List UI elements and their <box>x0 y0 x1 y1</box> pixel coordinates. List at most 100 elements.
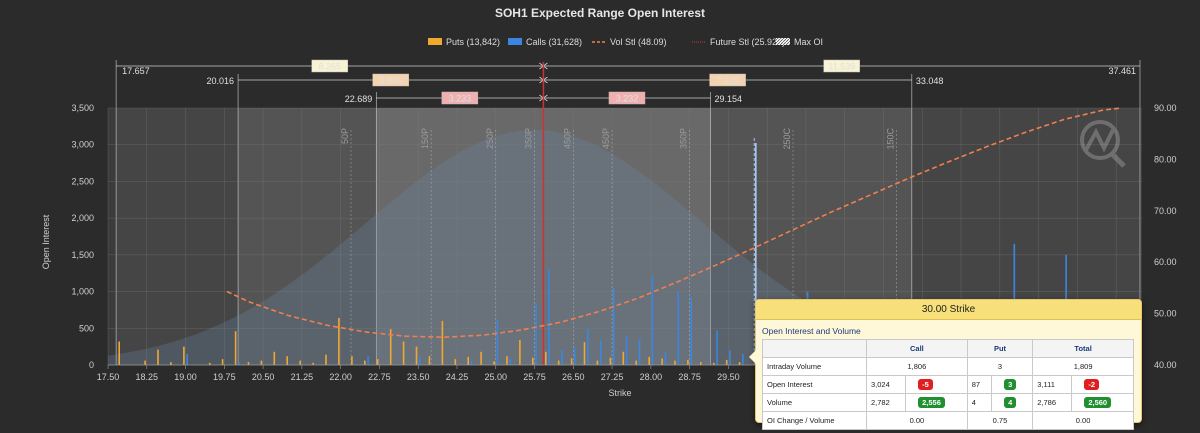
x-tick-label: 19.75 <box>213 372 236 382</box>
tooltip-header-put: Put <box>966 339 1034 358</box>
tooltip-cell-call: 3,024 <box>865 375 907 394</box>
strike-marker-label: 450P <box>562 128 572 149</box>
tooltip-cell-call: 1,806 <box>866 357 968 376</box>
strike-marker-label: 150P <box>420 128 430 149</box>
y2-tick-label: 80.00 <box>1154 154 1177 164</box>
put-bar <box>325 354 327 365</box>
tooltip-title: 30.00 Strike <box>756 300 1141 320</box>
put-bar <box>286 356 288 365</box>
call-bar <box>496 319 499 365</box>
y-tick-label: 1,500 <box>71 250 94 260</box>
call-bar <box>742 354 744 365</box>
x-tick-label: 25.75 <box>523 372 546 382</box>
put-bar <box>299 360 301 365</box>
strike-marker-label: 250P <box>485 128 495 149</box>
tooltip-row: Intraday Volume 1,806 3 1,809 <box>762 357 1134 376</box>
put-bar <box>635 360 637 365</box>
call-bar <box>535 303 537 365</box>
call-bar <box>716 330 718 365</box>
range-width-box <box>311 59 349 73</box>
legend-label: Puts (13,842) <box>446 37 500 47</box>
put-bar <box>221 359 224 365</box>
change-badge: 3 <box>1004 379 1017 390</box>
y2-tick-label: 50.00 <box>1154 309 1177 319</box>
put-bar <box>441 320 444 365</box>
range-left-width: 8.265 <box>319 62 342 72</box>
y-tick-label: 2,500 <box>71 176 94 186</box>
legend-swatch-0 <box>428 38 442 45</box>
call-bar <box>238 362 240 365</box>
tooltip-change-cell: 4 <box>991 393 1034 412</box>
call-bar <box>690 296 692 365</box>
range-high-label: 37.461 <box>1108 66 1136 76</box>
put-bar <box>402 341 405 365</box>
put-bar <box>351 356 353 365</box>
put-bar <box>273 351 276 365</box>
range-right-width: 7.126 <box>716 76 739 86</box>
chart-legend[interactable]: Puts (13,842) Calls (31,628) Vol Stl (48.0… <box>428 37 823 47</box>
tooltip-header-call: Call <box>866 339 968 358</box>
put-bar <box>312 362 314 365</box>
tooltip-change-cell: 3 <box>991 375 1034 394</box>
put-bar <box>234 331 237 365</box>
range-width-box <box>372 73 409 87</box>
tooltip-cell-put: 0.75 <box>966 411 1034 430</box>
call-bar <box>574 347 576 365</box>
put-bar <box>364 360 366 365</box>
vol-settle-curve <box>226 107 1122 339</box>
x-tick-label: 28.00 <box>640 372 663 382</box>
range-high-label: 29.154 <box>715 94 743 104</box>
y-tick-label: 2,000 <box>71 213 94 223</box>
settle-lines <box>226 62 1122 365</box>
x-tick-label: 27.25 <box>601 372 624 382</box>
put-bar <box>506 356 508 365</box>
put-bar <box>247 362 250 365</box>
put-bar <box>596 360 599 365</box>
chart-title: SOH1 Expected Range Open Interest <box>495 6 705 20</box>
call-bar <box>599 340 602 365</box>
tooltip-cell-put: 87 <box>966 375 993 394</box>
legend-label: Calls (31,628) <box>526 37 582 47</box>
x-tick-label: 20.50 <box>252 372 275 382</box>
tooltip-row: Open Interest 3,024 -5 87 3 3,111 -2 <box>762 375 1134 394</box>
range-left-width: 3.233 <box>449 94 472 104</box>
x-axis-label: Strike <box>608 388 631 398</box>
watermark-logo-icon <box>1080 120 1126 168</box>
put-bar <box>454 359 457 365</box>
put-bar <box>648 356 650 365</box>
legend-swatch-4 <box>776 38 790 45</box>
range-low-label: 22.689 <box>345 94 373 104</box>
tooltip-pointer <box>749 350 756 364</box>
put-bar <box>480 351 482 365</box>
tooltip-change-cell: 2,560 <box>1071 393 1134 412</box>
x-tick-label: 18.25 <box>136 372 159 382</box>
put-bar <box>338 318 340 365</box>
put-bar <box>415 346 418 365</box>
put-bar <box>557 360 560 365</box>
tooltip-subtitle: Open Interest and Volume <box>762 326 861 336</box>
x-tick-label: 21.25 <box>291 372 314 382</box>
legend-label: Max OI <box>794 37 823 47</box>
tooltip-table: Call Put Total Intraday Volume 1,806 3 1,80… <box>762 339 1134 430</box>
range-width-box <box>709 73 746 87</box>
put-bar <box>570 358 573 365</box>
call-bar <box>509 358 512 365</box>
strike-tooltip: 30.00 Strike Open Interest and Volume Ca… <box>749 299 1142 430</box>
tooltip-header-blank <box>762 339 867 358</box>
put-bar <box>661 358 663 365</box>
tooltip-header-total: Total <box>1032 339 1134 358</box>
expected-range-brackets: 17.657 37.461 8.265 11.539 20.016 33.048 5.906… <box>115 59 1141 365</box>
y-tick-label: 1,000 <box>71 287 94 297</box>
call-bar <box>367 356 369 365</box>
x-tick-label: 23.50 <box>407 372 430 382</box>
put-bar <box>428 356 431 365</box>
range-width-box <box>823 59 860 73</box>
y-tick-label: 3,500 <box>71 103 94 113</box>
put-bar <box>183 346 185 365</box>
strike-marker-label: 350P <box>524 128 534 149</box>
legend-label: Vol Stl (48.09) <box>610 37 667 47</box>
put-bar <box>725 359 728 365</box>
range-width-box <box>441 91 479 105</box>
put-bar <box>545 351 547 365</box>
